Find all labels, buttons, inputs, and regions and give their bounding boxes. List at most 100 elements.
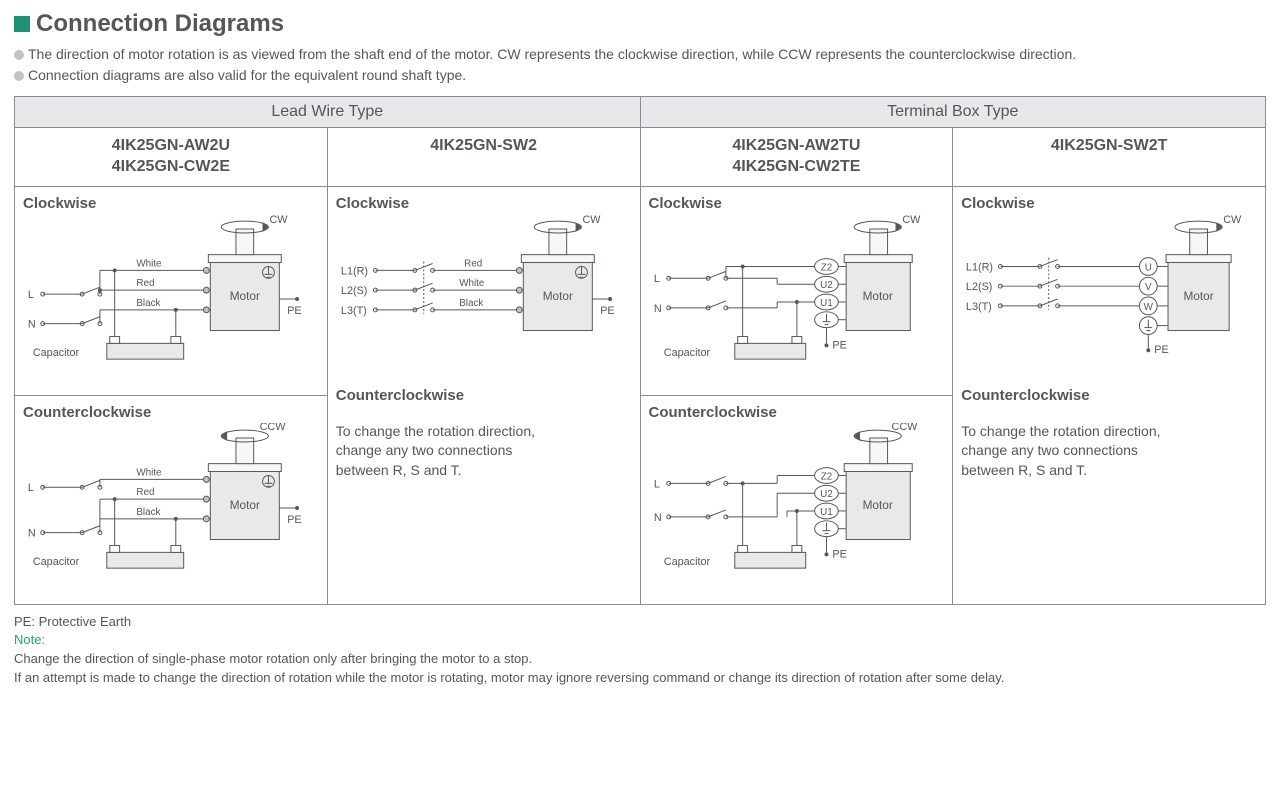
svg-text:N: N xyxy=(653,511,661,523)
svg-text:U1: U1 xyxy=(820,506,833,517)
svg-text:U1: U1 xyxy=(820,297,833,308)
svg-text:Motor: Motor xyxy=(862,498,892,512)
svg-text:L3(T): L3(T) xyxy=(341,304,367,316)
circuit-col0-ccw: Motor CCW PE White Red Black L N xyxy=(23,423,319,593)
svg-text:PE: PE xyxy=(287,513,301,525)
ccw-note-line: change any two connections xyxy=(336,441,632,461)
svg-text:CW: CW xyxy=(269,214,288,226)
group-header-terminal-box: Terminal Box Type xyxy=(640,97,1266,128)
svg-text:L: L xyxy=(28,482,34,494)
svg-text:PE: PE xyxy=(832,339,846,351)
intro-text-1: The direction of motor rotation is as vi… xyxy=(28,46,1076,62)
svg-text:N: N xyxy=(28,318,36,330)
ccw-note-line: between R, S and T. xyxy=(961,461,1257,481)
svg-text:CCW: CCW xyxy=(260,423,287,433)
svg-text:Motor: Motor xyxy=(1184,289,1214,303)
svg-text:L1(R): L1(R) xyxy=(341,265,368,277)
svg-text:U2: U2 xyxy=(820,489,833,500)
svg-text:U: U xyxy=(1145,262,1152,273)
model-label: 4IK25GN-SW2T xyxy=(957,136,1261,157)
svg-text:Motor: Motor xyxy=(862,289,892,303)
intro-block: The direction of motor rotation is as vi… xyxy=(14,44,1266,86)
cell-col2-ccw: Counterclockwise Motor CCW Z2 U2 U1 PE xyxy=(640,395,953,604)
note-line: If an attempt is made to change the dire… xyxy=(14,669,1266,688)
note-label: Note: xyxy=(14,631,1266,650)
ccw-note-line: between R, S and T. xyxy=(336,461,632,481)
circuit-col0-cw: Motor CW PE White Red Black xyxy=(23,214,319,384)
svg-text:L2(S): L2(S) xyxy=(966,281,992,293)
direction-label: Counterclockwise xyxy=(649,404,945,421)
svg-text:L1(R): L1(R) xyxy=(966,261,993,273)
svg-text:Red: Red xyxy=(136,487,154,498)
svg-text:White: White xyxy=(459,278,485,289)
title-accent-square xyxy=(14,16,30,32)
svg-text:CW: CW xyxy=(902,214,921,226)
svg-text:White: White xyxy=(136,467,162,478)
svg-text:L3(T): L3(T) xyxy=(966,300,992,312)
model-label: 4IK25GN-AW2TU xyxy=(645,136,949,157)
cell-col0-cw: Clockwise Motor CW PE White Red xyxy=(15,186,328,395)
cell-col0-ccw: Counterclockwise Motor CCW PE White Red … xyxy=(15,395,328,604)
model-header-1: 4IK25GN-SW2 xyxy=(327,128,640,187)
cw-row: Clockwise Motor CW PE White Red xyxy=(15,186,1266,395)
svg-text:N: N xyxy=(653,302,661,314)
svg-text:Red: Red xyxy=(464,258,482,269)
svg-text:Motor: Motor xyxy=(230,289,260,303)
svg-text:L2(S): L2(S) xyxy=(341,285,367,297)
svg-text:Capacitor: Capacitor xyxy=(663,556,710,568)
model-header-3: 4IK25GN-SW2T xyxy=(953,128,1266,187)
bullet-icon xyxy=(14,50,24,60)
svg-text:N: N xyxy=(28,527,36,539)
direction-label: Clockwise xyxy=(336,195,632,212)
page-title: Connection Diagrams xyxy=(36,10,284,38)
direction-label: Counterclockwise xyxy=(961,387,1257,404)
svg-text:Z2: Z2 xyxy=(820,471,832,482)
svg-text:Capacitor: Capacitor xyxy=(33,556,80,568)
cell-col1: Clockwise Motor CW PE L1(R) xyxy=(327,186,640,604)
svg-text:PE: PE xyxy=(287,304,301,316)
group-header-row: Lead Wire Type Terminal Box Type xyxy=(15,97,1266,128)
model-header-2: 4IK25GN-AW2TU 4IK25GN-CW2TE xyxy=(640,128,953,187)
intro-line-2: Connection diagrams are also valid for t… xyxy=(14,65,1266,86)
svg-text:Black: Black xyxy=(136,506,160,517)
model-label: 4IK25GN-CW2TE xyxy=(645,157,949,178)
svg-text:CW: CW xyxy=(582,214,601,226)
svg-text:L: L xyxy=(653,273,659,285)
intro-line-1: The direction of motor rotation is as vi… xyxy=(14,44,1266,65)
direction-label: Clockwise xyxy=(23,195,319,212)
svg-text:Motor: Motor xyxy=(542,289,572,303)
page-title-row: Connection Diagrams xyxy=(14,10,1266,38)
model-header-0: 4IK25GN-AW2U 4IK25GN-CW2E xyxy=(15,128,328,187)
direction-label: Clockwise xyxy=(961,195,1257,212)
model-label: 4IK25GN-SW2 xyxy=(332,136,636,157)
model-label: 4IK25GN-AW2U xyxy=(19,136,323,157)
svg-text:CCW: CCW xyxy=(891,423,918,433)
ccw-note: To change the rotation direction, change… xyxy=(961,422,1257,481)
diagram-table: Lead Wire Type Terminal Box Type 4IK25GN… xyxy=(14,96,1266,605)
svg-text:Motor: Motor xyxy=(230,498,260,512)
svg-text:Black: Black xyxy=(459,297,483,308)
svg-text:CW: CW xyxy=(1223,214,1242,226)
ccw-note-line: To change the rotation direction, xyxy=(336,422,632,442)
svg-text:L: L xyxy=(653,478,659,490)
svg-text:PE: PE xyxy=(1154,344,1168,356)
svg-text:PE: PE xyxy=(832,548,846,560)
svg-text:Z2: Z2 xyxy=(820,262,832,273)
direction-label: Clockwise xyxy=(649,195,945,212)
cell-col2-cw: Clockwise Motor CW Z2 U2 U1 xyxy=(640,186,953,395)
footer-block: PE: Protective Earth Note: Change the di… xyxy=(14,613,1266,688)
ccw-note-line: change any two connections xyxy=(961,441,1257,461)
cell-col3: Clockwise Motor CW U V W PE xyxy=(953,186,1266,604)
ccw-note-line: To change the rotation direction, xyxy=(961,422,1257,442)
bullet-icon xyxy=(14,71,24,81)
svg-text:Capacitor: Capacitor xyxy=(33,347,80,359)
group-header-lead-wire: Lead Wire Type xyxy=(15,97,641,128)
svg-text:U2: U2 xyxy=(820,280,833,291)
model-label: 4IK25GN-CW2E xyxy=(19,157,323,178)
svg-text:PE: PE xyxy=(600,304,614,316)
direction-label: Counterclockwise xyxy=(336,387,632,404)
svg-text:Capacitor: Capacitor xyxy=(663,347,710,359)
svg-text:Black: Black xyxy=(136,297,160,308)
direction-label: Counterclockwise xyxy=(23,404,319,421)
circuit-col3-cw: Motor CW U V W PE xyxy=(961,214,1257,384)
